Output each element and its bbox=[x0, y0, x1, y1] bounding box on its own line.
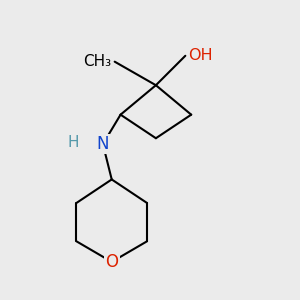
Text: H: H bbox=[68, 135, 79, 150]
Text: OH: OH bbox=[188, 48, 213, 63]
Text: CH₃: CH₃ bbox=[84, 54, 112, 69]
Text: N: N bbox=[97, 135, 109, 153]
Text: O: O bbox=[105, 253, 118, 271]
